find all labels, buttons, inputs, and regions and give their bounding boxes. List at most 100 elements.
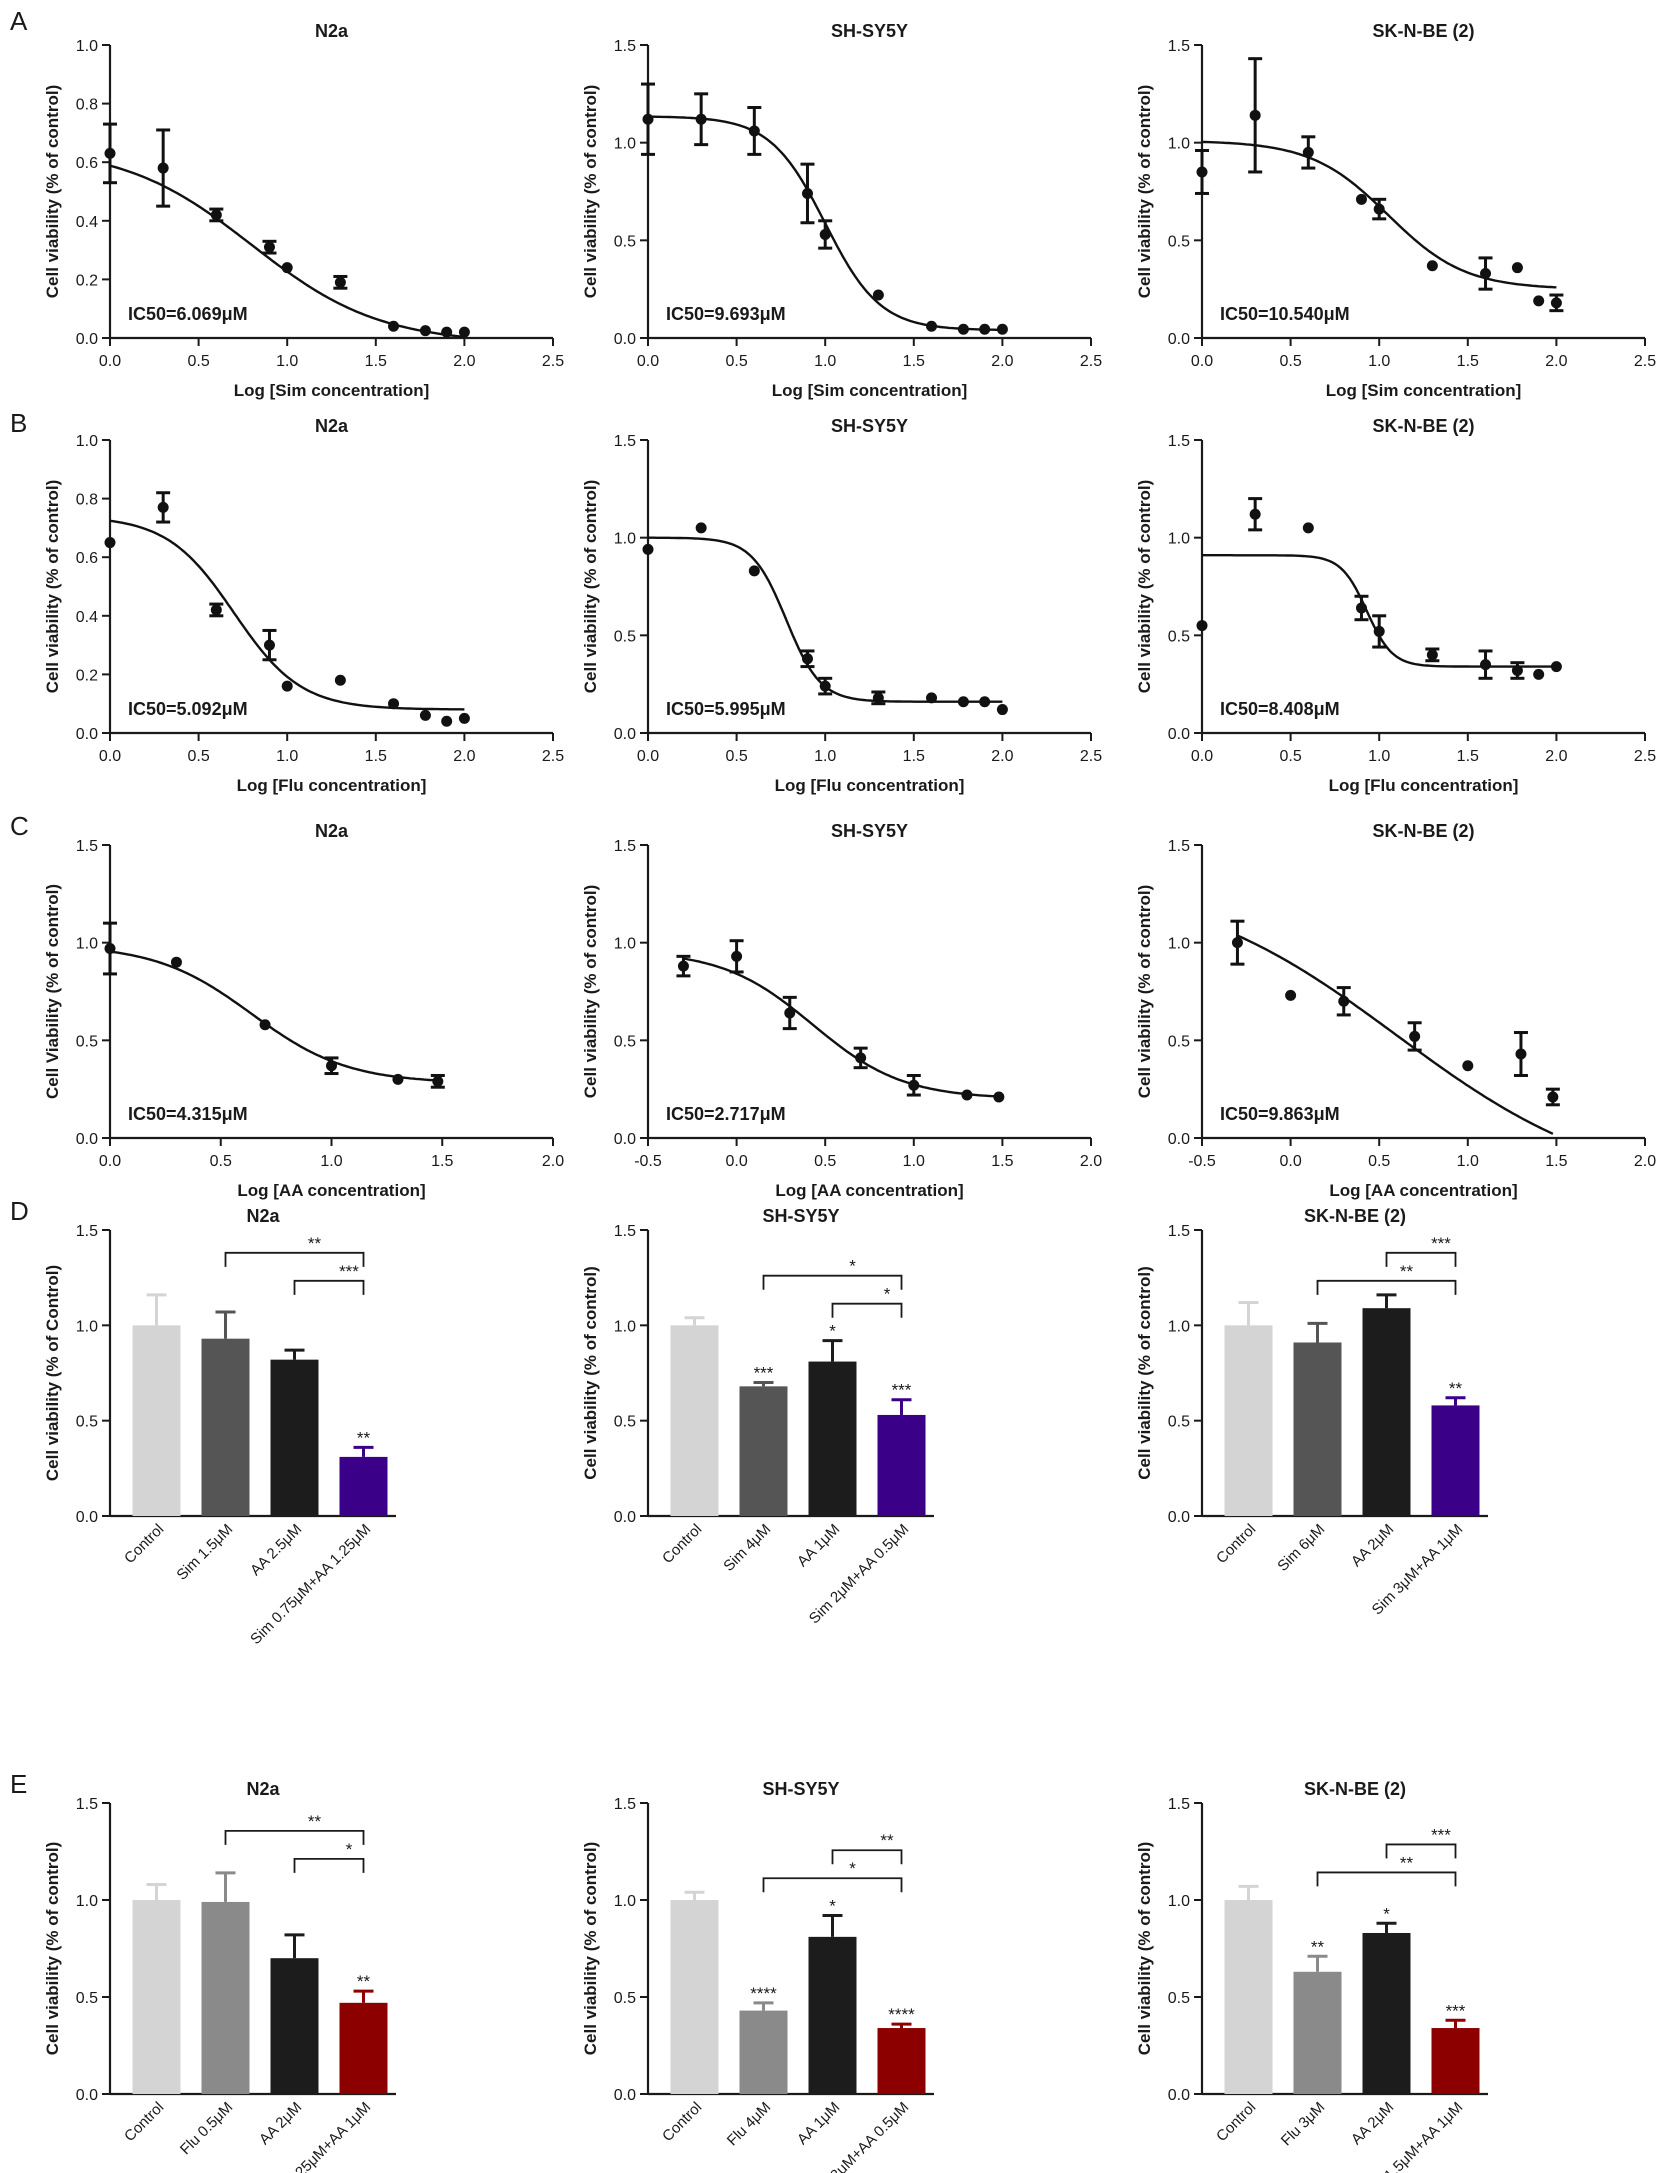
y-tick-label: 1.0 <box>1168 1893 1190 1910</box>
y-axis-title: Cell viability (% of control) <box>1135 85 1154 298</box>
y-tick-label: 1.0 <box>1168 1318 1190 1335</box>
x-tick-label: 2.0 <box>1545 748 1567 765</box>
chart-e3: SK-N-BE (2) 0.0 0.5 1.0 1.5 Cell viability (%… <box>1135 1779 1488 2173</box>
chart-title: SK-N-BE (2) <box>1304 1779 1406 1799</box>
bar-0 <box>1224 1900 1273 2094</box>
bracket-significance: * <box>884 1285 891 1304</box>
bar-3 <box>1431 1405 1480 1516</box>
y-tick-label: 0.5 <box>614 628 636 645</box>
x-tick-label: 2.0 <box>1545 353 1567 370</box>
x-tick-label: 0.5 <box>1368 1153 1390 1170</box>
y-axis-title: Cell viability (% of control) <box>581 1266 600 1479</box>
x-tick-label: 0.5 <box>1279 748 1301 765</box>
data-point <box>1426 649 1438 661</box>
data-point <box>957 323 969 335</box>
y-tick-label: 1.5 <box>1168 38 1190 55</box>
comparison-bracket <box>1316 1871 1457 1887</box>
data-point <box>458 326 470 338</box>
fitted-curve <box>109 519 465 711</box>
comparison-bracket <box>293 1279 365 1295</box>
data-point <box>104 537 116 549</box>
data-point <box>1355 602 1367 614</box>
y-tick-label: 0.8 <box>76 492 98 509</box>
comparison-bracket <box>762 1274 903 1290</box>
y-tick-label: 1.5 <box>76 838 98 855</box>
y-tick-label: 0.2 <box>76 272 98 289</box>
y-axis-title: Cell viability (% of control) <box>581 1842 600 2055</box>
category-label: AA 1μM <box>794 1521 843 1570</box>
ic50-annotation: IC50=9.863μM <box>1220 1104 1340 1124</box>
bar-significance: ** <box>1311 1937 1325 1956</box>
y-axis-title: Cell viability (% of control) <box>581 85 600 298</box>
data-point <box>642 543 654 555</box>
data-point <box>731 950 743 962</box>
bracket-significance: ** <box>308 1234 322 1253</box>
y-tick-label: 0.5 <box>614 1414 636 1431</box>
y-tick-label: 1.5 <box>1168 1223 1190 1240</box>
y-tick-label: 1.0 <box>76 38 98 55</box>
category-label: AA 2μM <box>1348 1521 1397 1570</box>
y-axis-title: Cell viability (% of control) <box>43 85 62 298</box>
bar-significance: * <box>829 1897 836 1916</box>
y-tick-label: 0.5 <box>76 1033 98 1050</box>
x-tick-label: 2.5 <box>542 353 564 370</box>
y-axis-title: Cell Viability (% of control) <box>43 884 62 1099</box>
y-tick-label: 0.5 <box>1168 1414 1190 1431</box>
chart-title: SH-SY5Y <box>831 416 908 436</box>
x-tick-label: 0.0 <box>1191 353 1213 370</box>
bar-1 <box>739 1386 788 1516</box>
data-point <box>996 704 1008 716</box>
bar-significance: * <box>829 1322 836 1341</box>
data-point <box>263 241 275 253</box>
x-tick-label: 0.5 <box>725 748 747 765</box>
bar-3 <box>339 1456 388 1516</box>
bracket-significance: ** <box>880 1831 894 1850</box>
x-axis-title: Log [Flu concentration] <box>1329 776 1519 795</box>
x-tick-label: 2.5 <box>542 748 564 765</box>
data-point <box>979 696 991 708</box>
y-axis-title: Cell viability (% of control) <box>581 480 600 693</box>
x-tick-label: 0.5 <box>187 748 209 765</box>
y-tick-label: 0.0 <box>614 331 636 348</box>
data-point <box>872 289 884 301</box>
data-point <box>1533 668 1545 680</box>
y-tick-label: 0.0 <box>614 1509 636 1526</box>
data-point <box>926 320 938 332</box>
data-point <box>1480 659 1492 671</box>
data-point <box>1480 268 1492 280</box>
x-tick-label: 2.0 <box>1080 1153 1102 1170</box>
bar-0 <box>132 1325 181 1516</box>
y-tick-label: 1.0 <box>614 1318 636 1335</box>
bar-2 <box>808 1361 857 1516</box>
data-point <box>1249 508 1261 520</box>
x-tick-label: 1.5 <box>903 748 925 765</box>
y-tick-label: 0.5 <box>1168 1990 1190 2007</box>
ic50-annotation: IC50=4.315μM <box>128 1104 248 1124</box>
y-tick-label: 0.0 <box>614 1131 636 1148</box>
comparison-bracket <box>1316 1279 1457 1295</box>
category-label: Control <box>659 2099 705 2145</box>
data-point <box>1409 1030 1421 1042</box>
y-tick-label: 1.0 <box>76 936 98 953</box>
panel-letter-d: D <box>10 1196 29 1226</box>
chart-title: N2a <box>315 416 349 436</box>
bracket-significance: * <box>849 1257 856 1276</box>
x-tick-label: 0.0 <box>1279 1153 1301 1170</box>
x-axis-title: Log [AA concentration] <box>237 1181 425 1200</box>
bar-1 <box>201 1338 250 1516</box>
ic50-annotation: IC50=5.995μM <box>666 699 786 719</box>
data-point <box>157 501 169 513</box>
bar-1 <box>201 1901 250 2094</box>
data-point <box>872 692 884 704</box>
x-tick-label: 1.0 <box>276 353 298 370</box>
x-axis-title: Log [AA concentration] <box>1329 1181 1517 1200</box>
x-tick-label: 0.0 <box>637 748 659 765</box>
comparison-bracket <box>224 1251 365 1267</box>
comparison-bracket <box>831 1302 903 1318</box>
y-tick-label: 1.5 <box>1168 838 1190 855</box>
x-tick-label: 1.0 <box>1457 1153 1479 1170</box>
chart-title: SH-SY5Y <box>831 821 908 841</box>
ic50-annotation: IC50=9.693μM <box>666 304 786 324</box>
category-label: Sim 4μM <box>720 1521 774 1575</box>
